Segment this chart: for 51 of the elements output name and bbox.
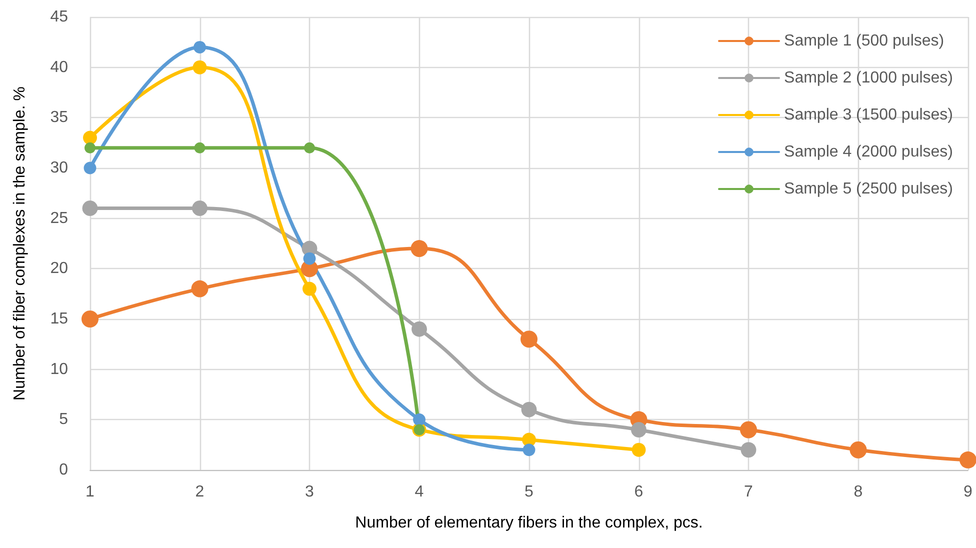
x-tick-label: 5 <box>524 484 534 500</box>
point <box>522 444 536 456</box>
point <box>740 421 757 438</box>
x-axis-title: Number of elementary fibers in the complex, pcs. <box>355 514 703 532</box>
y-tick-label: 20 <box>50 260 68 278</box>
legend-label: Sample 3 (1500 pulses) <box>784 106 953 124</box>
y-tick-label: 35 <box>50 109 68 126</box>
point <box>632 442 646 457</box>
point <box>412 321 427 337</box>
point <box>192 200 208 216</box>
x-tick-label: 9 <box>964 484 973 500</box>
point <box>850 441 867 458</box>
point <box>304 142 315 154</box>
x-tick-label: 1 <box>86 484 95 500</box>
point <box>302 282 316 296</box>
y-tick-label: 5 <box>59 411 68 428</box>
y-tick-label: 45 <box>50 8 68 26</box>
point <box>303 252 316 265</box>
point <box>82 200 98 216</box>
y-tick-label: 40 <box>50 58 68 76</box>
point <box>194 142 206 154</box>
point <box>82 310 98 328</box>
point <box>413 413 426 426</box>
point <box>191 280 208 298</box>
point <box>192 60 207 74</box>
x-tick-label: 7 <box>744 484 754 500</box>
legend-label: Sample 1 (500 pulses) <box>784 32 944 50</box>
point <box>194 40 206 54</box>
point <box>960 451 976 468</box>
y-tick-label: 30 <box>50 160 68 176</box>
x-tick-label: 2 <box>195 484 204 500</box>
legend-label: Sample 4 (2000 pulses) <box>784 144 953 160</box>
point <box>520 330 538 348</box>
x-tick-label: 3 <box>305 484 314 500</box>
y-tick-label: 0 <box>59 462 68 478</box>
legend-label: Sample 2 (1000 pulses) <box>784 70 953 86</box>
legend-label: Sample 5 (2500 pulses) <box>784 180 953 198</box>
x-tick-label: 4 <box>414 484 424 500</box>
x-tick-label: 8 <box>854 484 863 500</box>
y-tick-label: 15 <box>50 310 68 328</box>
point <box>410 240 428 258</box>
point <box>84 162 96 174</box>
point <box>740 442 756 458</box>
point <box>521 402 537 418</box>
point <box>83 130 97 145</box>
y-tick-label: 25 <box>50 210 68 227</box>
point <box>631 422 646 438</box>
y-axis-title: Number of fiber complexes in the sample. % <box>12 86 28 400</box>
point <box>84 142 96 154</box>
y-tick-label: 10 <box>50 360 68 378</box>
x-tick-label: 6 <box>634 484 644 500</box>
